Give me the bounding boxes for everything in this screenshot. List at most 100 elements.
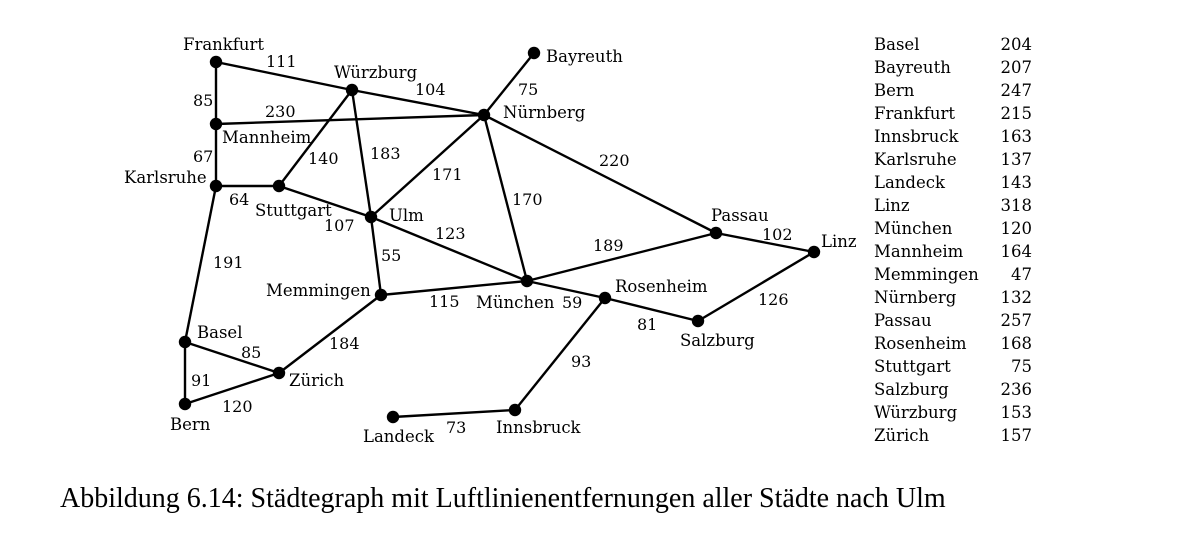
distance-city: Stuttgart: [874, 357, 951, 376]
node-label-innsbruck: Innsbruck: [496, 418, 582, 437]
edge-weight-wuerzburg-stuttgart: 140: [308, 149, 339, 168]
distance-value: 132: [1000, 288, 1033, 307]
distance-city: Basel: [874, 35, 920, 54]
edge-wuerzburg-ulm: [350, 89, 373, 218]
city-graph: 111 85 104 230 75 67 140 183 171 170 220 64 107 191 12…: [124, 35, 857, 446]
distance-table: Basel 204 Bayreuth 207 Bern 247 Frankfurt 215 In…: [874, 33, 1032, 447]
node-label-passau: Passau: [711, 206, 769, 225]
node-label-linz: Linz: [821, 232, 857, 251]
distance-city: Memmingen: [874, 265, 979, 284]
node-label-memmingen: Memmingen: [266, 281, 371, 300]
edge-nuernberg-passau: [483, 113, 717, 235]
node-bayreuth: [527, 46, 541, 60]
node-label-wuerzburg: Würzburg: [334, 63, 418, 82]
edge-nuernberg-ulm: [370, 114, 485, 218]
distance-value: 257: [1000, 311, 1033, 330]
distance-value: 120: [1000, 219, 1033, 238]
distance-city: Zürich: [874, 426, 930, 445]
edge-salzburg-linz: [697, 250, 815, 323]
edge-weight-rosenheim-innsbruck: 93: [571, 352, 591, 371]
distance-row: Karlsruhe 137: [874, 148, 1032, 171]
edge-weight-landeck-innsbruck: 73: [446, 418, 466, 437]
distance-value: 164: [1000, 242, 1033, 261]
node-label-stuttgart: Stuttgart: [255, 201, 332, 220]
edge-weight-bern-zuerich: 120: [222, 397, 253, 416]
node-label-basel: Basel: [197, 323, 242, 342]
node-bern: [178, 397, 192, 411]
edge-muenchen-passau: [526, 231, 717, 283]
edge-memmingen-zuerich: [278, 294, 382, 374]
edge-karlsruhe-basel: [183, 185, 218, 343]
edge-weight-nuernberg-muenchen: 170: [512, 190, 543, 209]
node-mannheim: [209, 117, 223, 131]
node-linz: [807, 245, 821, 259]
distance-row: Innsbruck 163: [874, 125, 1032, 148]
node-landeck: [386, 410, 400, 424]
distance-city: Karlsruhe: [874, 150, 957, 169]
edge-weight-bayreuth-nuernberg: 75: [518, 80, 538, 99]
nodes-layer: [178, 46, 821, 424]
distance-row: Würzburg 153: [874, 401, 1032, 424]
distance-value: 168: [1000, 334, 1033, 353]
node-label-bern: Bern: [170, 415, 211, 434]
edge-rosenheim-innsbruck: [514, 297, 606, 411]
edge-weight-karlsruhe-stuttgart: 64: [229, 190, 249, 209]
edge-muenchen-rosenheim: [526, 279, 606, 300]
edge-wuerzburg-stuttgart: [278, 89, 353, 187]
node-label-bayreuth: Bayreuth: [546, 47, 623, 66]
edge-weight-memmingen-zuerich: 184: [329, 334, 360, 353]
node-frankfurt: [209, 55, 223, 69]
distance-row: Nürnberg 132: [874, 286, 1032, 309]
node-passau: [709, 226, 723, 240]
node-muenchen: [520, 274, 534, 288]
distance-value: 157: [1000, 426, 1033, 445]
distance-row: Frankfurt 215: [874, 102, 1032, 125]
edge-weight-muenchen-rosenheim: 59: [562, 293, 582, 312]
edge-wuerzburg-nuernberg: [351, 88, 485, 117]
distance-row: Passau 257: [874, 309, 1032, 332]
distance-city: Passau: [874, 311, 932, 330]
distance-row: Stuttgart 75: [874, 355, 1032, 378]
node-basel: [178, 335, 192, 349]
node-rosenheim: [598, 291, 612, 305]
edge-weight-basel-zuerich: 85: [241, 343, 261, 362]
distance-value: 75: [1011, 357, 1032, 376]
distance-city: Bayreuth: [874, 58, 951, 77]
node-label-frankfurt: Frankfurt: [183, 35, 264, 54]
edge-weight-salzburg-linz: 126: [758, 290, 789, 309]
node-wuerzburg: [345, 83, 359, 97]
distance-city: Frankfurt: [874, 104, 956, 123]
edge-weight-basel-bern: 91: [191, 371, 211, 390]
distance-value: 143: [1000, 173, 1033, 192]
distance-row: Memmingen 47: [874, 263, 1032, 286]
distance-value: 207: [1000, 58, 1033, 77]
edge-weight-ulm-memmingen: 55: [381, 246, 401, 265]
node-label-mannheim: Mannheim: [222, 128, 312, 147]
edge-bayreuth-nuernberg: [483, 52, 535, 116]
node-salzburg: [691, 314, 705, 328]
edge-weight-mannheim-nuernberg: 230: [265, 102, 296, 121]
distance-city: Salzburg: [874, 380, 949, 399]
edge-weight-nuernberg-passau: 220: [599, 151, 630, 170]
distance-city: Rosenheim: [874, 334, 967, 353]
edge-bern-zuerich: [184, 371, 280, 406]
node-memmingen: [374, 288, 388, 302]
distance-row: Bern 247: [874, 79, 1032, 102]
distance-value: 47: [1011, 265, 1032, 284]
edge-stuttgart-ulm: [278, 184, 372, 219]
distance-row: Salzburg 236: [874, 378, 1032, 401]
distance-city: Würzburg: [874, 403, 958, 422]
distance-row: München 120: [874, 217, 1032, 240]
node-stuttgart: [272, 179, 286, 193]
distance-city: Innsbruck: [874, 127, 959, 146]
edge-ulm-memmingen: [369, 216, 383, 296]
edge-weight-frankfurt-mannheim: 85: [193, 91, 213, 110]
edge-mannheim-nuernberg: [215, 113, 485, 126]
distance-row: Landeck 143: [874, 171, 1032, 194]
edge-weight-karlsruhe-basel: 191: [213, 253, 244, 272]
edge-landeck-innsbruck: [392, 408, 516, 419]
node-karlsruhe: [209, 179, 223, 193]
distance-row: Bayreuth 207: [874, 56, 1032, 79]
edge-passau-linz: [715, 231, 815, 254]
distance-value: 318: [1000, 196, 1033, 215]
